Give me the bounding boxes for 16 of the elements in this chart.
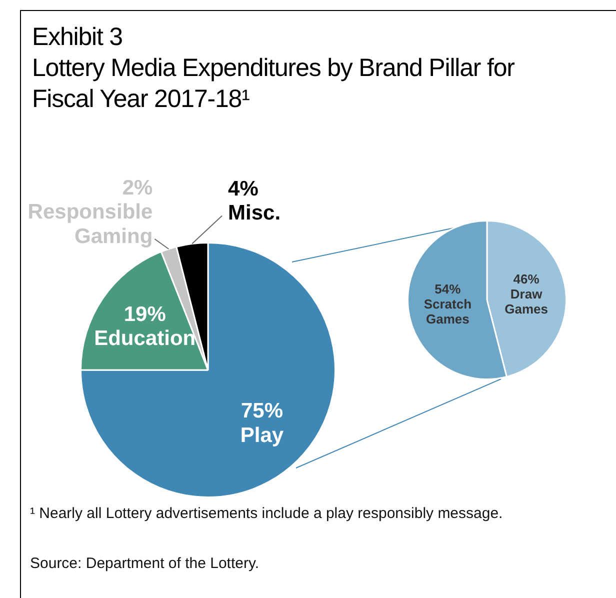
slice-label: Misc.: [228, 202, 281, 225]
data-label: 19%: [124, 302, 166, 326]
data-label: 75%: [240, 400, 284, 423]
slice-label: Education: [94, 326, 196, 350]
slice-label: Play: [240, 424, 284, 447]
data-label: 2%: [122, 176, 153, 200]
slice-label: Scratch Games: [424, 296, 472, 326]
source-note: Source: Department of the Lottery.: [30, 554, 260, 574]
chart-subtitle: Lottery Media Expenditures by Brand Pillar for Fiscal Year 2017-18¹: [32, 53, 516, 115]
data-label: 4%: [228, 177, 259, 200]
data-label: 54%: [434, 282, 462, 297]
text: ¹ Nearly all Lottery advertisements include a play responsibly message.: [30, 504, 504, 524]
slice-label: Responsible Gaming: [28, 200, 153, 248]
chart-title: Exhibit 3: [32, 22, 124, 53]
slice-label: Draw Games: [504, 286, 548, 317]
data-label: 46%: [513, 272, 540, 287]
